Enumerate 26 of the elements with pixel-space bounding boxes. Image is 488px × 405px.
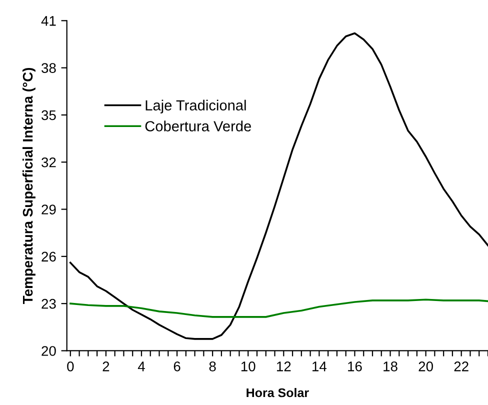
y-tick-label: 23 (42, 298, 56, 309)
y-tick-label: 20 (42, 346, 56, 356)
x-axis-title: Hora Solar (246, 388, 309, 398)
x-tick-label: 18 (384, 362, 398, 372)
x-tick-label: 14 (312, 362, 327, 372)
legend-label: Laje Tradicional (146, 100, 246, 114)
line-series (70, 298, 488, 318)
y-tick-label: 38 (42, 63, 56, 73)
y-tick-label: 32 (42, 157, 56, 168)
x-tick-label: 8 (209, 362, 216, 372)
y-tick-label: 26 (42, 252, 56, 262)
y-tick-label: 35 (42, 110, 56, 120)
x-tick-label: 16 (348, 362, 362, 372)
x-tick-label: 22 (454, 362, 468, 372)
line-series (70, 32, 488, 340)
x-tick-label: 10 (241, 362, 256, 372)
y-tick-label: 41 (41, 16, 56, 26)
y-axis-title: Temperatura Superficial Interna (°C) (22, 68, 36, 304)
x-tick-label: 2 (102, 362, 110, 372)
x-tick-label: 6 (174, 362, 180, 372)
y-tick-label: 29 (42, 204, 56, 214)
x-tick-label: 12 (276, 362, 291, 372)
x-tick-label: 4 (138, 362, 145, 372)
x-tick-label: 20 (418, 362, 433, 372)
legend-label: Cobertura Verde (145, 120, 251, 132)
x-tick-label: 0 (67, 362, 74, 372)
